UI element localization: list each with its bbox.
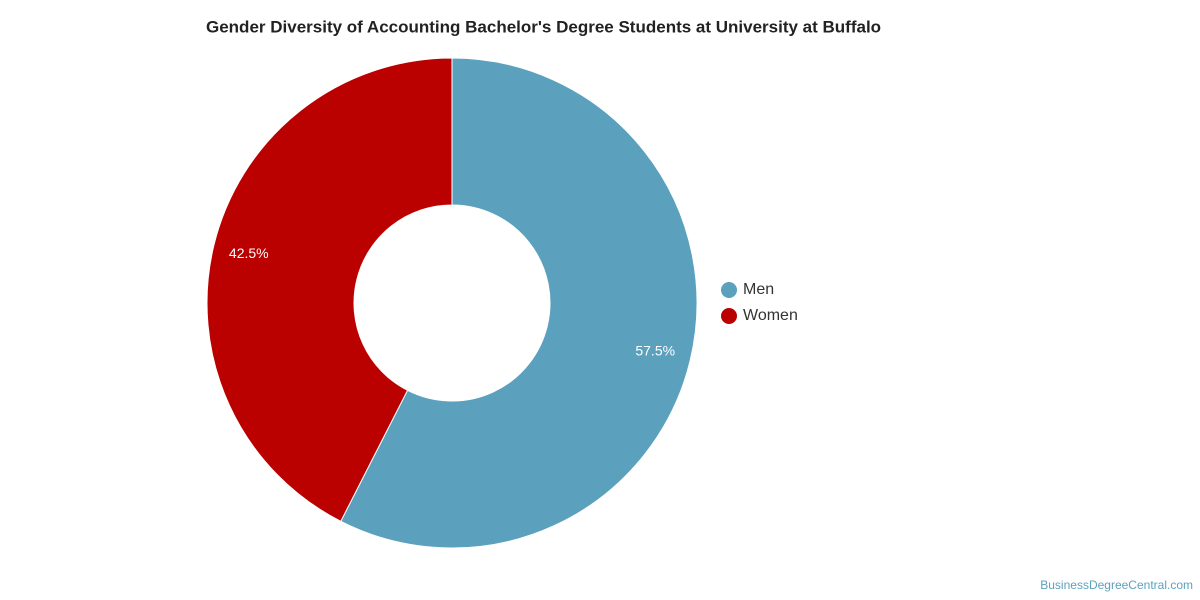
- legend-label: Women: [743, 307, 798, 324]
- value-label: 42.5%: [229, 245, 269, 261]
- value-label: 57.5%: [635, 342, 675, 358]
- chart-title: Gender Diversity of Accounting Bachelor'…: [206, 17, 881, 36]
- donut-slice: [340, 57, 698, 549]
- legend-label: Men: [743, 281, 774, 298]
- donut-slice: [206, 57, 453, 522]
- source-credit: BusinessDegreeCentral.com: [1040, 578, 1193, 592]
- legend-marker: [721, 308, 737, 324]
- legend-marker: [721, 282, 737, 298]
